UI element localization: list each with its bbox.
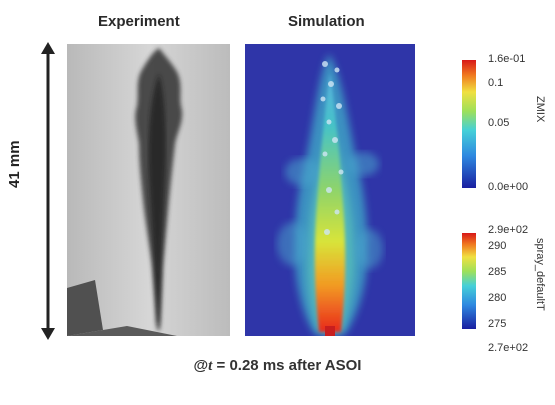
temp-tick-280: 280 bbox=[488, 292, 507, 304]
temperature-colorbar bbox=[462, 233, 476, 329]
caption-suffix: ms after ASOI bbox=[258, 357, 362, 374]
caption-equals: = bbox=[212, 357, 230, 374]
zmix-colorbar bbox=[462, 60, 476, 188]
scale-label: 41 mm bbox=[6, 140, 23, 188]
temp-tick-max: 2.9e+02 bbox=[488, 224, 529, 236]
temp-tick-285: 285 bbox=[488, 266, 507, 278]
temp-tick-290: 290 bbox=[488, 240, 507, 252]
zmix-tick-max: 1.6e-01 bbox=[488, 53, 526, 65]
simulation-title: Simulation bbox=[288, 13, 365, 30]
zmix-tick-0.05: 0.05 bbox=[488, 117, 510, 129]
experiment-image bbox=[67, 44, 230, 336]
temperature-title: spray_defaultT bbox=[534, 238, 546, 311]
time-caption: @t = 0.28 ms after ASOI bbox=[0, 357, 555, 375]
experiment-title: Experiment bbox=[98, 13, 180, 30]
caption-prefix: @ bbox=[193, 357, 209, 374]
zmix-tick-min: 0.0e+00 bbox=[488, 181, 529, 193]
scale-arrow bbox=[41, 42, 55, 340]
zmix-title: ZMIX bbox=[534, 96, 546, 123]
caption-variable: t bbox=[208, 358, 213, 374]
temp-tick-275: 275 bbox=[488, 318, 507, 330]
caption-value: 0.28 bbox=[229, 357, 259, 374]
zmix-tick-0.1: 0.1 bbox=[488, 77, 504, 89]
simulation-image bbox=[245, 44, 415, 336]
temp-tick-min: 2.7e+02 bbox=[488, 342, 529, 354]
